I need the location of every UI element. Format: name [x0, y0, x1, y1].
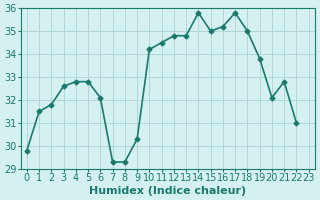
- X-axis label: Humidex (Indice chaleur): Humidex (Indice chaleur): [89, 186, 246, 196]
